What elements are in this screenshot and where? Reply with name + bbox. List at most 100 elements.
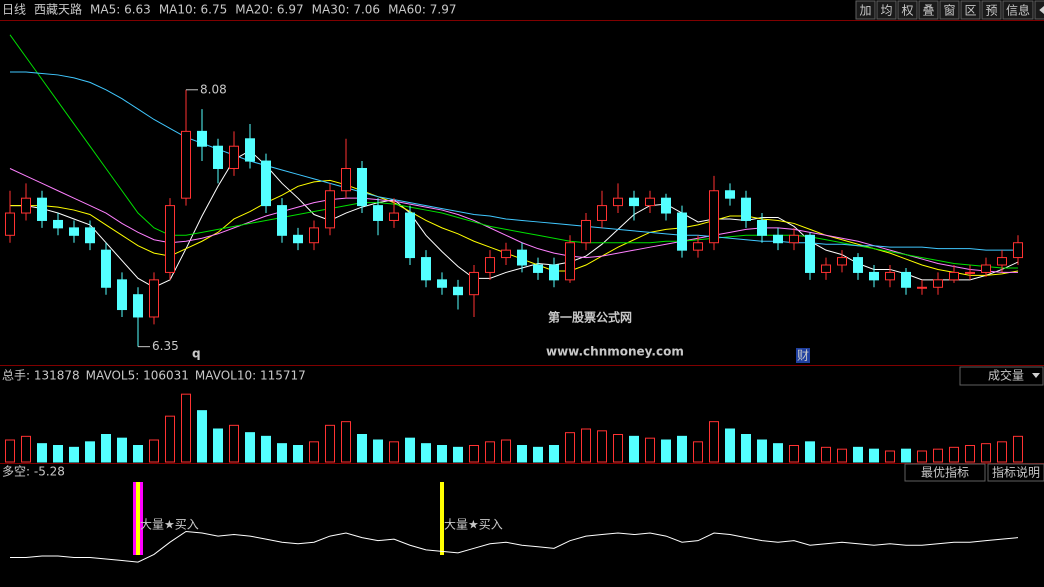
candle-body xyxy=(917,286,927,289)
candle-body xyxy=(757,219,767,236)
candle-body xyxy=(837,257,847,266)
min-label: 6.35 xyxy=(152,339,179,353)
volume-bar xyxy=(837,448,847,463)
candle-body xyxy=(453,286,463,296)
volume-bar xyxy=(149,439,159,463)
candle-body xyxy=(981,264,991,273)
volume-bar xyxy=(901,448,911,463)
volume-bar xyxy=(981,443,991,463)
toolbar-button[interactable] xyxy=(876,0,897,20)
toolbar-button[interactable] xyxy=(897,0,918,20)
candle-body xyxy=(85,227,95,244)
volume-bar xyxy=(853,446,863,463)
candle-body xyxy=(213,145,223,169)
candle-body xyxy=(309,227,319,244)
toolbar-label[interactable]: 叠 xyxy=(922,4,934,18)
ma-line xyxy=(10,179,1019,276)
header-label: 西藏天路 xyxy=(34,2,82,17)
indicator-button[interactable] xyxy=(987,463,1044,482)
volume-bar xyxy=(789,445,799,463)
candle-body xyxy=(229,145,239,169)
candle-body xyxy=(1013,242,1023,259)
signal-label: 大量★买入 xyxy=(140,518,199,532)
candle-body xyxy=(789,234,799,244)
candle-body xyxy=(421,257,431,281)
candle-body xyxy=(245,138,255,162)
volume-bar xyxy=(949,446,959,463)
candle-body xyxy=(5,212,15,236)
toolbar-label[interactable]: 均 xyxy=(880,4,892,18)
candle-body xyxy=(37,197,47,221)
volume-legend: MAVOL5: 106031 xyxy=(86,369,189,383)
volume-bar xyxy=(805,441,815,463)
toolbar-button[interactable] xyxy=(981,0,1002,20)
volume-bar xyxy=(341,421,351,463)
volume-bar xyxy=(565,432,575,463)
volume-bar xyxy=(373,439,383,463)
toolbar-button[interactable] xyxy=(960,0,981,20)
volume-bar xyxy=(117,437,127,463)
toolbar-label[interactable]: 权 xyxy=(901,4,913,18)
volume-bar xyxy=(437,445,447,463)
header-label: MA60: 7.97 xyxy=(388,3,456,17)
volume-bar xyxy=(725,428,735,463)
volume-bar xyxy=(997,441,1007,463)
volume-bar xyxy=(325,424,335,463)
toolbar-label[interactable]: 预 xyxy=(985,4,997,18)
volume-bar xyxy=(677,435,687,463)
candle-body xyxy=(277,205,287,236)
volume-bar xyxy=(613,434,623,463)
indicator-button-label[interactable]: 指标说明 xyxy=(992,465,1040,480)
signal-bar xyxy=(440,482,444,555)
candle-body xyxy=(165,205,175,273)
candle-body xyxy=(565,242,575,281)
volume-bar xyxy=(53,445,63,463)
toolbar-label[interactable]: 信息 xyxy=(1006,3,1030,18)
candle-body xyxy=(341,167,351,192)
candle-body xyxy=(405,212,415,259)
toolbar-label[interactable]: 区 xyxy=(964,4,976,18)
candle-body xyxy=(501,249,511,259)
volume-bar xyxy=(821,446,831,463)
volume-bar xyxy=(757,439,767,463)
candle-body xyxy=(293,234,303,244)
volume-bar xyxy=(917,450,927,463)
volume-bar xyxy=(453,446,463,463)
indicator-button[interactable] xyxy=(904,463,986,482)
volume-bar xyxy=(1013,435,1023,463)
volume-bar xyxy=(133,445,143,463)
indicator-selector[interactable] xyxy=(959,366,1044,386)
candle-body xyxy=(709,190,719,244)
volume-bar xyxy=(517,445,527,463)
indicator-line xyxy=(10,530,1019,563)
volume-bar xyxy=(421,443,431,463)
candle-body xyxy=(821,264,831,273)
header-label: MA10: 6.75 xyxy=(159,3,227,17)
toolbar-icon[interactable] xyxy=(1039,5,1044,15)
candle-body xyxy=(725,190,735,199)
volume-bar xyxy=(245,432,255,463)
candle-body xyxy=(853,257,863,273)
candle-body xyxy=(373,205,383,221)
toolbar-button[interactable] xyxy=(1002,0,1034,20)
toolbar-button[interactable] xyxy=(939,0,960,20)
ma-line xyxy=(10,71,1018,251)
volume-bar xyxy=(661,439,671,463)
candle-body xyxy=(325,190,335,229)
indicator-button-label[interactable]: 最优指标 xyxy=(921,465,969,480)
signal-bar xyxy=(136,482,140,555)
toolbar-button[interactable] xyxy=(918,0,939,20)
toolbar-label[interactable]: 加 xyxy=(859,4,871,18)
indicator-selector-label[interactable]: 成交量 xyxy=(988,368,1024,383)
volume-bar xyxy=(629,435,639,463)
volume-bar xyxy=(101,434,111,463)
candle-body xyxy=(485,257,495,273)
candle-body xyxy=(261,160,271,207)
dropdown-arrow[interactable] xyxy=(1032,373,1040,378)
toolbar-button[interactable] xyxy=(855,0,876,20)
volume-bar xyxy=(533,446,543,463)
indicator-legend: 多空: -5.28 xyxy=(2,465,65,479)
toolbar-label[interactable]: 窗 xyxy=(943,4,955,18)
candle-body xyxy=(693,242,703,251)
